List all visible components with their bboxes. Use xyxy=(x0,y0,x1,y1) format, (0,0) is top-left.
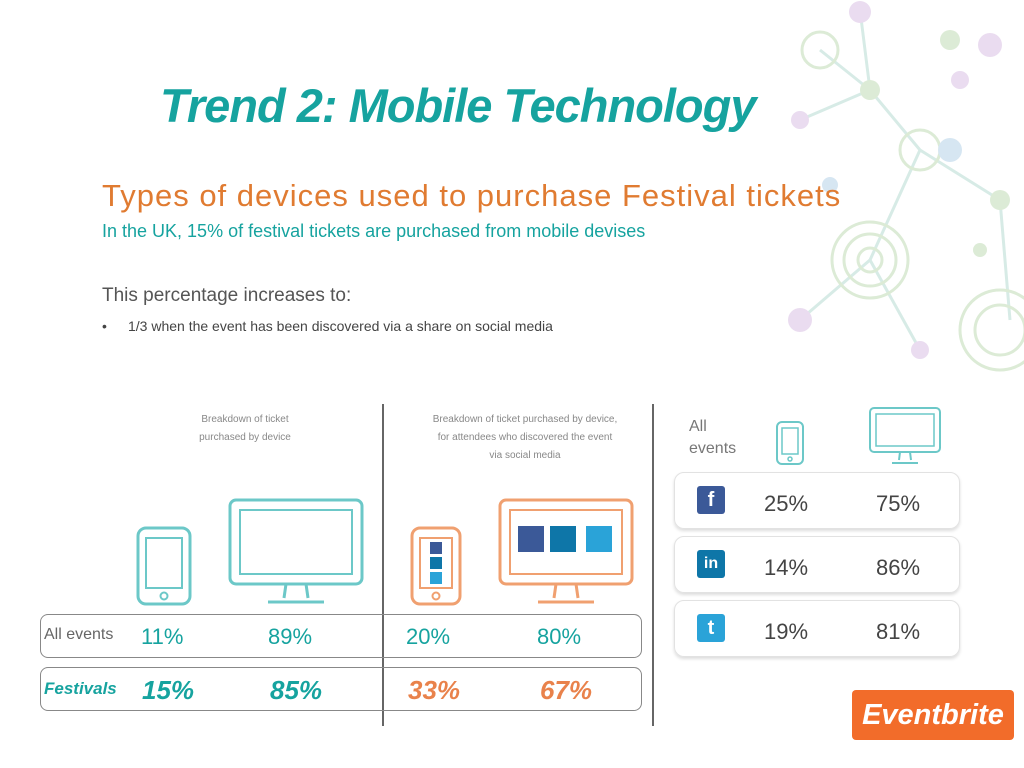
facebook-icon: f xyxy=(697,486,725,514)
facebook-desktop-pct: 75% xyxy=(876,491,921,516)
phone-icon xyxy=(776,421,804,465)
all-events-row xyxy=(40,614,642,658)
facebook-mobile-pct: 25% xyxy=(764,491,809,516)
bullet-text: 1/3 when the event has been discovered v… xyxy=(128,318,553,334)
social-header-line1: All xyxy=(689,418,707,435)
social-header: All events xyxy=(689,416,736,460)
linkedin-mobile-pct: 14% xyxy=(764,555,809,580)
slide-subtitle: Types of devices used to purchase Festiv… xyxy=(102,178,842,213)
monitor-icon xyxy=(498,498,634,604)
all-events-mobile-pct: 11% xyxy=(141,624,184,649)
social-row-twitter xyxy=(674,600,960,657)
mid-caption-line2: for attendees who discovered the event xyxy=(437,432,613,443)
festivals-social-desktop-pct: 67% xyxy=(540,675,593,705)
linkedin-icon: in xyxy=(697,550,725,578)
increase-text: This percentage increases to: xyxy=(102,285,352,306)
festivals-mobile-pct: 15% xyxy=(142,675,195,705)
festivals-desktop-pct: 85% xyxy=(270,675,323,705)
slide-subline: In the UK, 15% of festival tickets are p… xyxy=(102,221,646,241)
all-events-social-mobile-pct: 20% xyxy=(406,624,451,649)
mid-caption: Breakdown of ticket purchased by device,… xyxy=(405,411,645,465)
divider-line xyxy=(382,404,384,726)
social-row-facebook xyxy=(674,472,960,529)
bullet-mark: • xyxy=(102,318,107,334)
festivals-social-mobile-pct: 33% xyxy=(408,675,461,705)
network-graphic xyxy=(788,1,1024,372)
linkedin-desktop-pct: 86% xyxy=(876,555,921,580)
all-events-desktop-pct: 89% xyxy=(268,624,313,649)
all-events-label: All events xyxy=(44,626,114,643)
social-header-line2: events xyxy=(689,440,737,457)
left-caption-line1: Breakdown of ticket xyxy=(201,414,289,425)
monitor-icon xyxy=(869,407,941,464)
all-events-social-desktop-pct: 80% xyxy=(537,624,582,649)
eventbrite-logo: Eventbrite xyxy=(852,690,1014,740)
twitter-desktop-pct: 81% xyxy=(876,619,921,644)
mid-caption-line1: Breakdown of ticket purchased by device, xyxy=(432,414,618,425)
twitter-icon: t xyxy=(697,614,725,642)
mid-caption-line3: via social media xyxy=(489,450,561,461)
left-caption-line2: purchased by device xyxy=(199,432,291,443)
social-row-linkedin xyxy=(674,536,960,593)
festivals-label: Festivals xyxy=(44,679,117,698)
monitor-icon xyxy=(228,498,364,604)
phone-icon xyxy=(410,526,462,606)
slide-title: Trend 2: Mobile Technology xyxy=(160,79,757,132)
left-caption: Breakdown of ticket purchased by device xyxy=(170,411,320,447)
twitter-mobile-pct: 19% xyxy=(764,619,809,644)
divider-line xyxy=(652,404,654,726)
phone-icon xyxy=(136,526,192,606)
bullet-item: • 1/3 when the event has been discovered … xyxy=(102,318,553,334)
festivals-row xyxy=(40,667,642,711)
